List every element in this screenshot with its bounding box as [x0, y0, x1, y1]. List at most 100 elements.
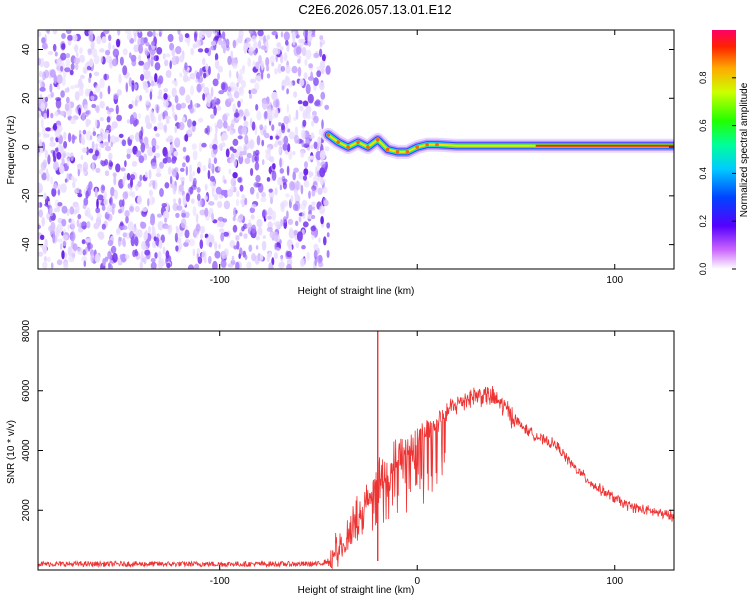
noise-blob: [261, 240, 267, 251]
noise-blob: [138, 30, 141, 33]
noise-blob: [249, 46, 255, 52]
noise-blob: [244, 134, 249, 145]
noise-blob: [260, 196, 267, 203]
noise-blob: [119, 221, 124, 227]
noise-blob: [305, 49, 312, 60]
noise-blob: [192, 248, 196, 257]
noise-blob: [261, 139, 265, 147]
y-tick-label: 4000: [21, 439, 32, 462]
noise-blob: [255, 235, 260, 241]
noise-blob: [307, 32, 313, 42]
noise-blob: [60, 90, 65, 98]
colorbar-ticks: 0.0 0.2 0.4 0.6 0.8: [698, 72, 736, 275]
noise-blob: [94, 187, 98, 198]
noise-blob: [83, 69, 87, 74]
noise-blob: [220, 259, 227, 268]
noise-blob: [187, 38, 190, 47]
noise-blob: [83, 104, 89, 112]
noise-blob: [204, 207, 209, 217]
noise-blob: [189, 73, 196, 80]
noise-blob: [143, 153, 148, 161]
noise-blob: [192, 170, 196, 177]
noise-blob: [318, 261, 324, 268]
colorbar-label: Normalized spectral amplitude: [739, 82, 750, 217]
noise-blob: [97, 194, 104, 201]
noise-blob: [184, 229, 190, 239]
noise-blob: [308, 135, 315, 140]
noise-blob: [223, 200, 231, 210]
noise-blob: [270, 232, 274, 239]
noise-blob: [319, 42, 323, 48]
noise-blob: [190, 47, 195, 56]
noise-blob: [76, 52, 79, 57]
noise-blob: [134, 205, 140, 213]
noise-blob: [140, 142, 146, 153]
noise-blob: [310, 229, 316, 236]
noise-blob: [230, 177, 237, 187]
noise-blob: [229, 81, 236, 89]
noise-blob: [220, 232, 225, 242]
noise-blob: [302, 221, 309, 228]
noise-blob: [198, 141, 203, 152]
noise-blob: [303, 30, 308, 38]
noise-blob: [314, 256, 318, 267]
noise-blob: [171, 80, 177, 85]
noise-blob: [151, 40, 155, 46]
noise-blob: [268, 262, 273, 269]
noise-blob: [140, 221, 147, 229]
noise-blob: [237, 177, 242, 183]
spectrogram-panel: -100 100 -40 -20 0 20 40 Height of straight l…: [6, 29, 675, 297]
noise-blob: [200, 30, 206, 39]
noise-blob: [100, 55, 104, 63]
noise-blob: [175, 212, 180, 218]
noise-blob: [236, 190, 240, 198]
noise-blob: [74, 62, 79, 71]
noise-blob: [218, 220, 225, 228]
noise-blob: [228, 69, 232, 79]
ridge-point: [435, 142, 439, 147]
noise-blob: [227, 97, 234, 103]
noise-blob: [212, 78, 219, 87]
noise-blob: [249, 186, 255, 195]
noise-blob: [192, 206, 197, 217]
noise-blob: [51, 187, 57, 197]
noise-blob: [118, 133, 124, 138]
noise-blob: [222, 114, 228, 122]
noise-blob: [160, 261, 166, 267]
noise-blob: [279, 157, 282, 168]
noise-blob: [295, 46, 302, 55]
noise-blob: [265, 57, 270, 67]
noise-blob: [300, 184, 304, 195]
y-tick-label: -20: [21, 188, 32, 203]
noise-blob: [277, 140, 283, 146]
noise-blob: [313, 141, 318, 150]
noise-blob: [156, 32, 159, 37]
noise-blob: [56, 58, 61, 64]
noise-blob: [274, 68, 278, 75]
noise-blob: [241, 126, 247, 136]
noise-blob: [108, 263, 113, 269]
y-tick-label: 20: [21, 92, 32, 104]
noise-blob: [213, 96, 217, 103]
noise-blob: [302, 109, 309, 118]
noise-blob: [190, 184, 197, 190]
noise-blob: [286, 88, 289, 95]
noise-blob: [171, 169, 178, 178]
noise-blob: [199, 68, 203, 77]
noise-blob: [73, 57, 80, 65]
noise-blob: [52, 30, 58, 35]
noise-blob: [199, 209, 206, 216]
noise-blob: [308, 155, 315, 160]
noise-blob: [75, 203, 80, 214]
noise-blob: [286, 46, 289, 52]
noise-blob: [139, 261, 143, 269]
noise-blob: [57, 184, 62, 191]
noise-blob: [175, 245, 179, 252]
noise-blob: [137, 30, 143, 39]
noise-blob: [174, 137, 181, 148]
noise-blob: [184, 62, 188, 71]
noise-blob: [39, 87, 46, 92]
noise-blob: [297, 100, 303, 105]
noise-blob: [267, 215, 272, 220]
noise-blob: [124, 160, 127, 168]
